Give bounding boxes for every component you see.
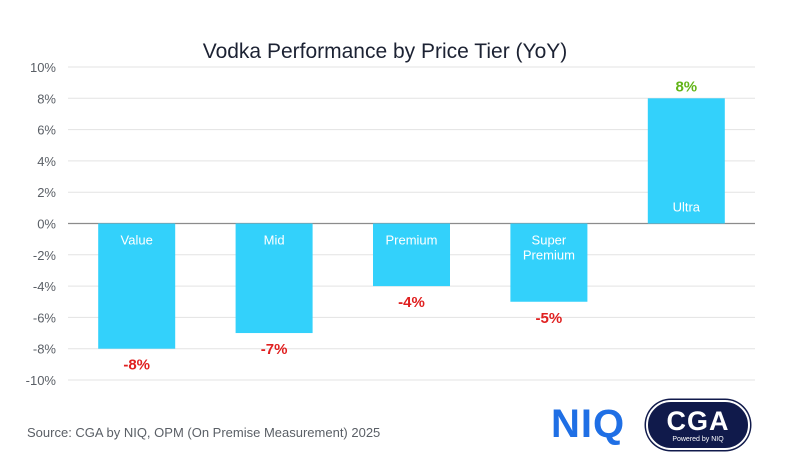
y-tick-label: 0% — [37, 217, 56, 232]
y-tick-label: -6% — [33, 310, 57, 325]
value-label: -4% — [398, 294, 425, 311]
value-label: 8% — [675, 78, 697, 95]
y-tick-label: -2% — [33, 248, 57, 263]
cga-logo: CGA Powered by NIQ — [646, 400, 750, 450]
bar — [98, 223, 176, 349]
y-tick-label: -4% — [33, 279, 57, 294]
category-label: Premium — [385, 233, 437, 248]
category-label: Ultra — [673, 200, 701, 215]
y-tick-label: 10% — [30, 60, 56, 75]
cga-logo-text: CGA — [666, 406, 730, 436]
y-tick-label: 8% — [37, 91, 56, 106]
y-tick-label: 2% — [37, 185, 56, 200]
value-label: -7% — [261, 341, 288, 358]
y-tick-label: 4% — [37, 154, 56, 169]
chart: Vodka Performance by Price Tier (YoY) -1… — [26, 40, 755, 388]
value-label: -8% — [123, 357, 150, 374]
category-label: Value — [121, 233, 153, 248]
bar — [510, 223, 588, 302]
value-label: -5% — [536, 310, 563, 327]
niq-logo: NIQ — [551, 402, 626, 446]
y-tick-label: -10% — [26, 373, 57, 388]
chart-title: Vodka Performance by Price Tier (YoY) — [203, 40, 568, 63]
category-label: Mid — [264, 233, 285, 248]
bar — [647, 98, 725, 224]
category-label: Super Premium — [523, 233, 575, 263]
bar — [373, 223, 450, 287]
y-tick-label: 6% — [37, 123, 56, 138]
source-note: Source: CGA by NIQ, OPM (On Premise Meas… — [27, 425, 381, 440]
bar — [235, 223, 313, 334]
cga-logo-subtext: Powered by NIQ — [672, 436, 724, 443]
y-tick-label: -8% — [33, 342, 57, 357]
